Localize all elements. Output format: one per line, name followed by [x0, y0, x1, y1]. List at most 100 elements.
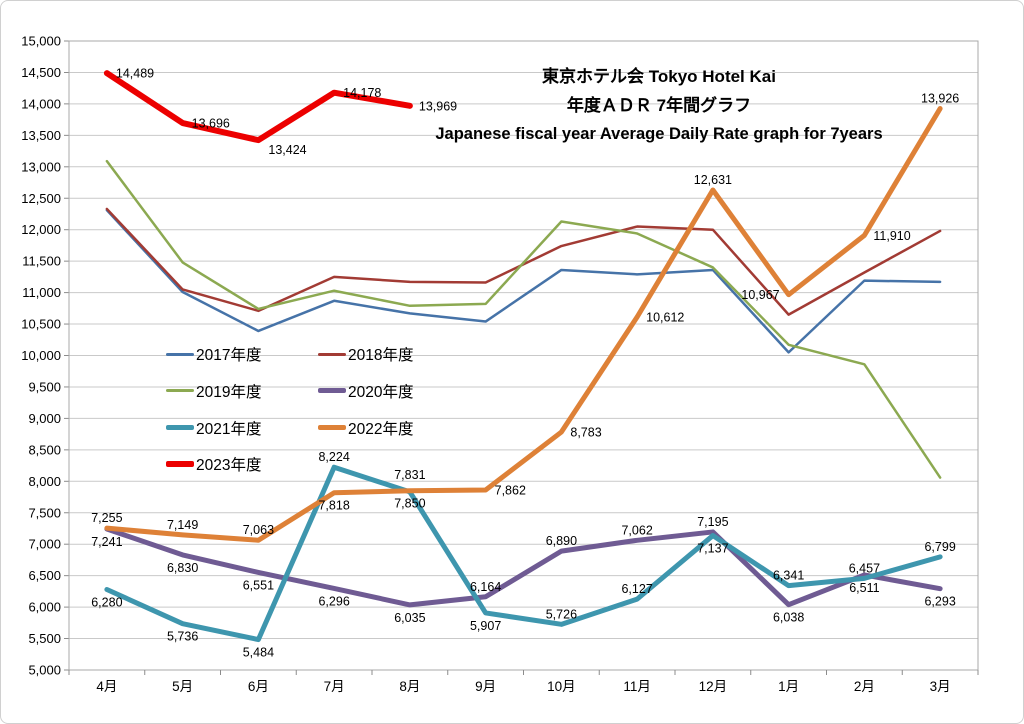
- x-axis-label: 12月: [699, 679, 728, 694]
- legend-label: 2017年度: [196, 347, 262, 364]
- data-label: 7,831: [394, 468, 425, 482]
- y-axis-label: 13,500: [21, 128, 61, 143]
- data-label: 6,280: [91, 595, 122, 609]
- series-line-2017: [105, 208, 942, 354]
- data-label: 6,799: [924, 540, 955, 554]
- data-label: 13,696: [192, 117, 230, 131]
- y-axis-label: 5,500: [28, 631, 61, 646]
- data-label: 6,830: [167, 561, 198, 575]
- x-axis-label: 11月: [623, 679, 651, 694]
- data-label: 12,631: [694, 173, 732, 187]
- data-label: 8,783: [570, 426, 601, 440]
- data-label: 6,127: [621, 582, 652, 596]
- x-axis-label: 6月: [248, 679, 269, 694]
- y-axis-label: 7,500: [28, 505, 61, 520]
- x-axis-label: 5月: [172, 679, 193, 694]
- series-line-2021: [104, 464, 943, 643]
- data-label: 14,178: [343, 86, 381, 100]
- x-axis-label: 8月: [399, 679, 420, 694]
- data-label: 5,907: [470, 619, 501, 633]
- legend-item-2021: 2021年度: [166, 417, 261, 439]
- legend-item-2020: 2020年度: [318, 380, 413, 402]
- y-axis-label: 10,500: [21, 317, 61, 332]
- data-label: 6,551: [243, 578, 274, 592]
- data-label: 6,035: [394, 611, 425, 625]
- legend-swatch-2020: [318, 388, 346, 394]
- legend-swatch-2023: [166, 461, 194, 468]
- data-label: 7,137: [697, 542, 728, 556]
- data-label: 6,164: [470, 580, 501, 594]
- legend-label: 2020年度: [348, 383, 414, 401]
- data-label: 7,255: [91, 511, 122, 525]
- y-axis-label: 8,500: [28, 442, 61, 457]
- x-axis-label: 4月: [96, 679, 117, 694]
- y-axis-label: 13,000: [21, 159, 61, 174]
- x-axis-label: 2月: [854, 679, 875, 694]
- y-axis-label: 8,000: [28, 474, 61, 489]
- data-label: 6,890: [546, 534, 577, 548]
- y-axis-label: 11,000: [22, 285, 61, 300]
- data-label: 5,726: [546, 607, 577, 621]
- y-axis-label: 6,500: [28, 568, 61, 583]
- data-label: 7,850: [394, 497, 425, 511]
- series-line-2023: [103, 70, 413, 144]
- y-axis-label: 5,000: [28, 663, 61, 678]
- data-label: 7,063: [243, 523, 274, 537]
- legend-item-2023: 2023年度: [166, 453, 261, 475]
- y-axis-label: 15,000: [21, 34, 61, 49]
- data-label: 7,818: [318, 499, 349, 513]
- x-axis-label: 9月: [475, 679, 496, 694]
- legend-swatch-2021: [166, 425, 194, 431]
- series-line-2020: [104, 526, 943, 608]
- data-label: 14,489: [116, 67, 154, 81]
- data-label: 7,195: [697, 515, 728, 529]
- data-label: 6,038: [773, 611, 804, 625]
- y-axis-label: 10,000: [21, 348, 61, 363]
- series-line-2022: [104, 106, 943, 543]
- y-axis-label: 9,000: [28, 411, 61, 426]
- y-axis-label: 12,000: [21, 222, 61, 237]
- y-axis-label: 6,000: [28, 600, 61, 615]
- data-label: 6,457: [849, 561, 880, 575]
- legend-label: 2021年度: [196, 420, 262, 438]
- legend-label: 2018年度: [348, 347, 414, 364]
- data-label: 6,293: [924, 595, 955, 609]
- x-axis-label: 1月: [778, 679, 799, 694]
- data-label: 7,241: [91, 535, 122, 549]
- series-line-2019: [105, 159, 942, 479]
- data-label: 10,612: [646, 311, 684, 325]
- legend-item-2018: 2018年度: [318, 343, 413, 365]
- data-label: 10,967: [741, 288, 779, 302]
- y-axis-label: 9,500: [28, 379, 61, 394]
- x-axis-label: 3月: [930, 679, 951, 694]
- y-axis-label: 11,500: [22, 254, 61, 269]
- legend-swatch-2019: [166, 389, 194, 393]
- data-label: 5,736: [167, 630, 198, 644]
- x-axis-label: 7月: [324, 679, 345, 694]
- y-axis-label: 7,000: [28, 537, 61, 552]
- data-label: 13,926: [921, 92, 959, 106]
- data-label: 13,424: [268, 143, 306, 157]
- data-label: 6,296: [318, 594, 349, 608]
- legend-item-2019: 2019年度: [166, 380, 261, 402]
- data-label: 13,969: [419, 99, 457, 113]
- legend-item-2017: 2017年度: [166, 343, 261, 365]
- legend-swatch-2022: [318, 425, 346, 431]
- data-label: 11,910: [873, 229, 910, 243]
- y-axis-label: 14,500: [21, 65, 61, 80]
- y-axis-label: 14,000: [21, 96, 61, 111]
- data-label: 7,149: [167, 518, 198, 532]
- data-label: 6,511: [849, 581, 879, 595]
- x-axis-label: 10月: [547, 679, 576, 694]
- legend-label: 2019年度: [196, 383, 262, 401]
- legend-label: 2023年度: [196, 457, 262, 475]
- data-label: 7,062: [621, 523, 652, 537]
- data-label: 6,341: [773, 569, 804, 583]
- legend-item-2022: 2022年度: [318, 417, 413, 439]
- legend-swatch-2017: [166, 352, 194, 356]
- data-label: 8,224: [318, 450, 349, 464]
- data-label: 7,862: [495, 483, 526, 497]
- legend-swatch-2018: [318, 352, 346, 356]
